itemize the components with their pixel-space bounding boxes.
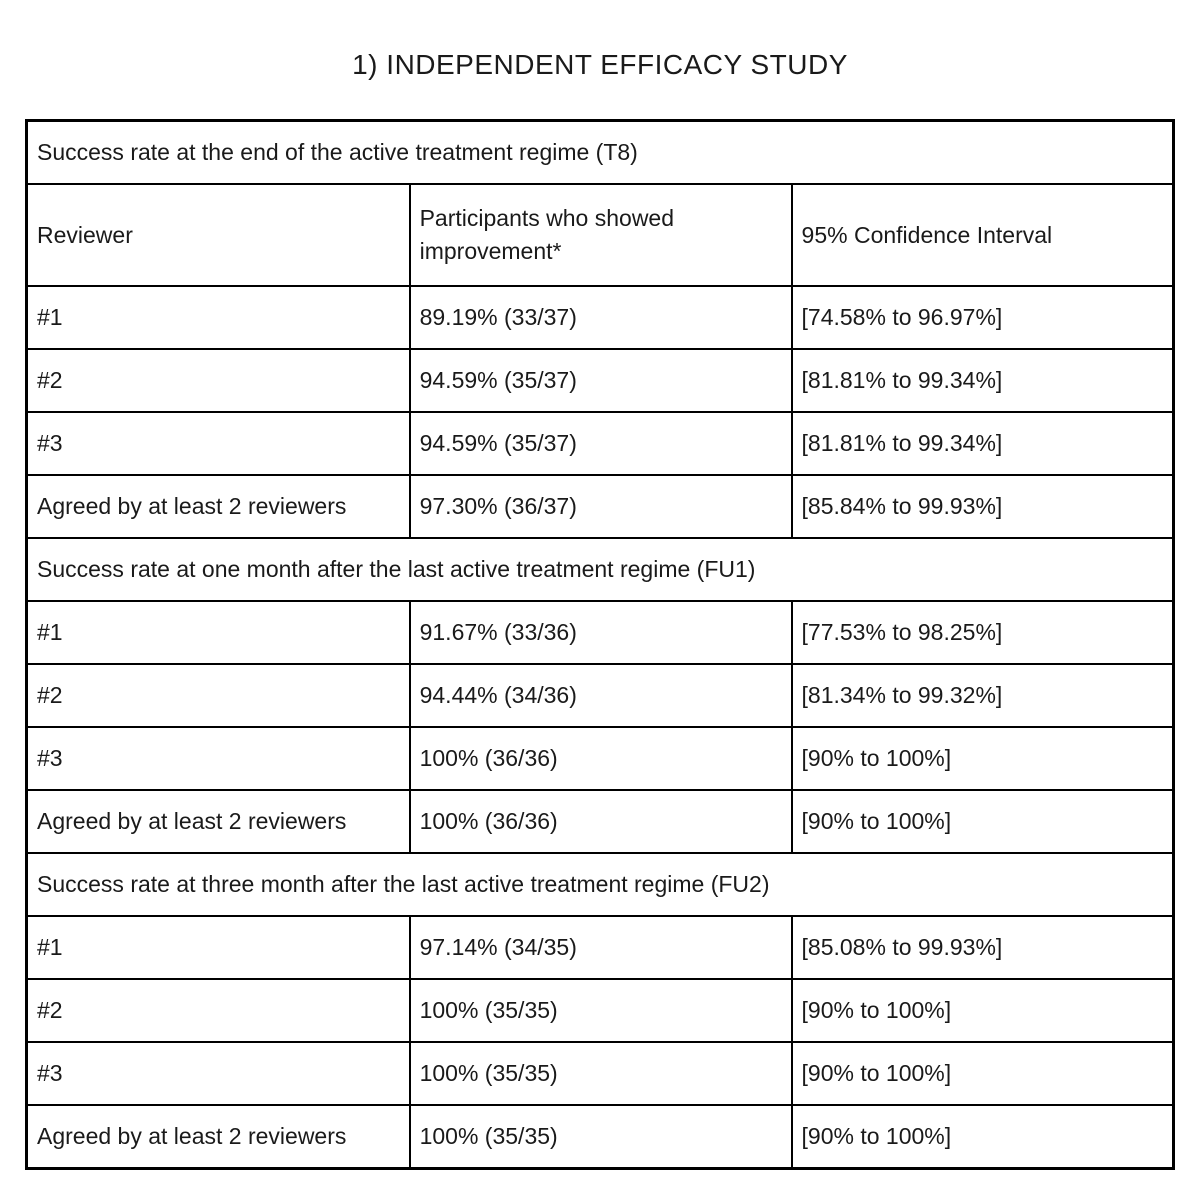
cell-reviewer: #3 [25,1041,411,1106]
table-row: #1 97.14% (34/35) [85.08% to 99.93%] [25,915,1175,980]
cell-improvement: 97.14% (34/35) [408,915,793,980]
table-row: #1 91.67% (33/36) [77.53% to 98.25%] [25,600,1175,665]
page-title: 1) INDEPENDENT EFFICACY STUDY [352,49,848,80]
cell-ci: [90% to 100%] [790,978,1175,1043]
table-row: Agreed by at least 2 reviewers 100% (36/… [25,789,1175,854]
column-header-reviewer: Reviewer [25,183,411,287]
efficacy-table: Success rate at the end of the active tr… [25,119,1175,1170]
section-header: Success rate at three month after the la… [25,852,1175,917]
section-header-row-fu2: Success rate at three month after the la… [25,852,1175,917]
cell-improvement: 100% (35/35) [408,1041,793,1106]
cell-ci: [90% to 100%] [790,726,1175,791]
cell-improvement: 97.30% (36/37) [408,474,793,539]
table-row: #3 94.59% (35/37) [81.81% to 99.34%] [25,411,1175,476]
table-row: #3 100% (36/36) [90% to 100%] [25,726,1175,791]
table-row: #2 94.44% (34/36) [81.34% to 99.32%] [25,663,1175,728]
section-header-row-t8: Success rate at the end of the active tr… [25,119,1175,185]
table-row: #2 100% (35/35) [90% to 100%] [25,978,1175,1043]
column-header-improvement: Participants who showed improvement* [408,183,793,287]
cell-reviewer: #1 [25,285,411,350]
cell-ci: [81.34% to 99.32%] [790,663,1175,728]
cell-ci: [81.81% to 99.34%] [790,411,1175,476]
cell-improvement: 91.67% (33/36) [408,600,793,665]
table-row: Agreed by at least 2 reviewers 97.30% (3… [25,474,1175,539]
cell-reviewer: #2 [25,348,411,413]
section-header-row-fu1: Success rate at one month after the last… [25,537,1175,602]
cell-reviewer: #2 [25,978,411,1043]
table-row: #3 100% (35/35) [90% to 100%] [25,1041,1175,1106]
cell-ci: [77.53% to 98.25%] [790,600,1175,665]
cell-improvement: 94.59% (35/37) [408,348,793,413]
cell-ci: [81.81% to 99.34%] [790,348,1175,413]
cell-ci: [90% to 100%] [790,1041,1175,1106]
table-row: Agreed by at least 2 reviewers 100% (35/… [25,1104,1175,1170]
cell-reviewer: Agreed by at least 2 reviewers [25,789,411,854]
cell-ci: [85.08% to 99.93%] [790,915,1175,980]
table-row: #2 94.59% (35/37) [81.81% to 99.34%] [25,348,1175,413]
section-header: Success rate at the end of the active tr… [25,119,1175,185]
cell-reviewer: Agreed by at least 2 reviewers [25,1104,411,1170]
cell-improvement: 100% (35/35) [408,1104,793,1170]
cell-reviewer: Agreed by at least 2 reviewers [25,474,411,539]
cell-ci: [90% to 100%] [790,789,1175,854]
cell-improvement: 100% (36/36) [408,789,793,854]
cell-reviewer: #1 [25,915,411,980]
cell-ci: [90% to 100%] [790,1104,1175,1170]
section-header: Success rate at one month after the last… [25,537,1175,602]
cell-improvement: 94.44% (34/36) [408,663,793,728]
cell-reviewer: #1 [25,600,411,665]
cell-improvement: 100% (35/35) [408,978,793,1043]
cell-ci: [74.58% to 96.97%] [790,285,1175,350]
table-row: #1 89.19% (33/37) [74.58% to 96.97%] [25,285,1175,350]
cell-ci: [85.84% to 99.93%] [790,474,1175,539]
cell-improvement: 89.19% (33/37) [408,285,793,350]
cell-reviewer: #3 [25,726,411,791]
cell-reviewer: #3 [25,411,411,476]
column-header-row: Reviewer Participants who showed improve… [25,183,1175,287]
cell-reviewer: #2 [25,663,411,728]
cell-improvement: 100% (36/36) [408,726,793,791]
cell-improvement: 94.59% (35/37) [408,411,793,476]
column-header-ci: 95% Confidence Interval [790,183,1175,287]
